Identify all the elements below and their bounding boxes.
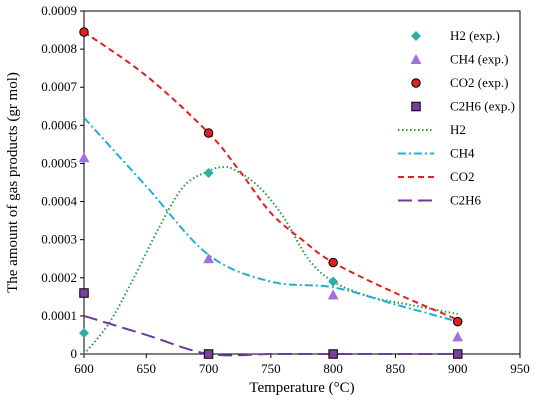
experimental-points (78, 27, 464, 359)
data-point-ch4 (78, 152, 90, 163)
y-tick-label: 0.0009 (41, 3, 77, 18)
y-tick-label: 0.0007 (41, 79, 77, 94)
data-point-h2 (203, 167, 214, 179)
y-tick-label: 0.0003 (41, 232, 77, 247)
legend-label: CH4 (450, 146, 475, 161)
x-tick-label: 700 (199, 361, 219, 376)
y-tick-label: 0 (71, 346, 78, 361)
x-tick-label: 600 (74, 361, 94, 376)
data-point-h2 (328, 276, 339, 287)
y-tick-label: 0.0008 (41, 41, 77, 56)
y-tick-label: 0.0002 (41, 270, 77, 285)
legend-label: CH4 (exp.) (450, 52, 509, 67)
x-tick-label: 850 (386, 361, 406, 376)
data-point-co2 (203, 128, 214, 138)
y-axis-title: The amount of gas products (gr mol) (5, 72, 21, 293)
data-point-ch4 (203, 253, 214, 264)
x-tick-label: 650 (137, 361, 157, 376)
series-line-co2 (83, 31, 459, 321)
data-point-c2h6 (452, 349, 463, 359)
data-point-co2 (79, 27, 89, 37)
data-point-co2 (452, 316, 463, 327)
y-tick-label: 0.0004 (41, 194, 77, 209)
series-line-c2h6 (83, 314, 458, 357)
legend-marker (411, 101, 421, 112)
data-point-c2h6 (328, 349, 338, 359)
legend-label: CO2 (450, 169, 475, 184)
x-tick-label: 800 (323, 361, 343, 376)
axes: 600 650 700 750 800 850 900 950 0 0.0001 0.0002 0.0… (41, 3, 530, 376)
data-point-c2h6 (203, 349, 214, 359)
legend-marker (410, 30, 422, 42)
series-line-ch4 (83, 117, 458, 323)
data-point-h2 (78, 327, 90, 339)
legend-marker (411, 78, 421, 88)
model-lines (83, 31, 459, 357)
x-tick-label: 750 (261, 361, 281, 376)
legend: H2 (exp.) CH4 (exp.) CO2 (exp.) C2H6 (exp.)… (398, 28, 515, 208)
legend-label: H2 (450, 122, 466, 137)
legend-label: C2H6 (450, 193, 482, 208)
legend-label: CO2 (exp.) (450, 75, 509, 90)
x-axis-title: Temperature (°C) (249, 380, 354, 396)
legend-marker (410, 53, 422, 64)
data-point-co2 (328, 257, 338, 268)
y-tick-label: 0.0001 (41, 308, 77, 323)
data-point-ch4 (327, 289, 339, 300)
legend-label: C2H6 (exp.) (450, 99, 515, 114)
legend-label: H2 (exp.) (450, 28, 500, 43)
data-point-c2h6 (79, 288, 89, 298)
data-point-ch4 (452, 331, 464, 342)
y-tick-label: 0.0005 (41, 155, 77, 170)
x-tick-label: 950 (510, 361, 530, 376)
x-tick-label: 900 (448, 361, 468, 376)
y-tick-label: 0.0006 (41, 117, 77, 132)
series-line-h2 (83, 165, 458, 355)
